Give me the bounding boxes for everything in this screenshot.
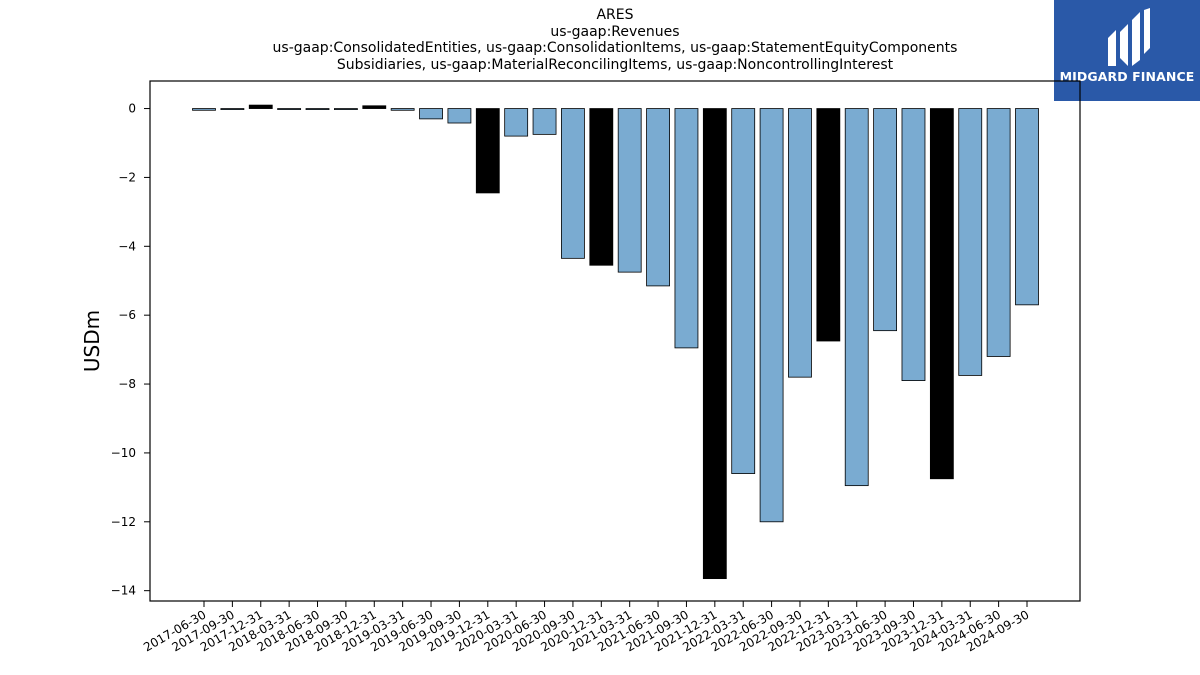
bar [277, 108, 302, 110]
y-tick-label: −2 [118, 170, 136, 184]
x-axis: 2017-06-302017-09-302017-12-312018-03-31… [141, 601, 1032, 654]
bar [816, 108, 841, 342]
bar [702, 108, 727, 580]
bar [561, 108, 585, 259]
bar [1015, 108, 1039, 306]
bar [958, 108, 983, 376]
y-axis-label: USDm [80, 310, 104, 372]
bar [532, 108, 557, 135]
y-tick-label: −14 [111, 584, 136, 598]
bar [248, 104, 273, 109]
bar [192, 108, 216, 111]
brand-logo: MIDGARD FINANCE [1054, 0, 1200, 101]
y-tick-label: −10 [111, 446, 136, 460]
brand-logo-text: MIDGARD FINANCE [1059, 69, 1195, 84]
midgard-logo-icon [1108, 8, 1150, 66]
bar [759, 108, 784, 523]
bar [674, 108, 699, 349]
y-axis: 0 −2 −4 −6 −8 −10 −12 −14 [111, 102, 150, 598]
y-tick-label: −6 [118, 308, 136, 322]
bar [333, 108, 358, 110]
bar [447, 108, 472, 124]
y-tick-label: 0 [128, 102, 136, 116]
bar [305, 108, 330, 110]
bar [731, 108, 756, 474]
chart-subtitle-line-1: us-gaap:Revenues [550, 23, 680, 40]
bar [929, 108, 954, 480]
y-tick-label: −8 [118, 377, 136, 391]
bar [475, 108, 500, 194]
bar [986, 108, 1011, 357]
chart-title: ARES [596, 7, 634, 23]
bar [844, 108, 869, 487]
chart-subtitle-line-2: us-gaap:ConsolidatedEntities, us-gaap:Co… [272, 40, 958, 56]
bar [362, 105, 387, 109]
bar-series [192, 104, 1039, 580]
bar [504, 108, 529, 137]
bar [419, 108, 443, 120]
y-tick-label: −12 [111, 515, 136, 529]
bar [390, 108, 415, 111]
y-tick-label: −4 [118, 239, 136, 253]
bar [617, 108, 642, 273]
bar [788, 108, 812, 378]
bar [873, 108, 897, 332]
bar [589, 108, 614, 266]
bar [220, 108, 245, 110]
plot-frame [149, 80, 1081, 602]
bar [646, 108, 670, 287]
chart-titles: ARES us-gaap:Revenues us-gaap:Consolidat… [150, 7, 1080, 73]
bar [901, 108, 926, 381]
chart-subtitle-line-3: Subsidiaries, us-gaap:MaterialReconcilin… [336, 56, 894, 73]
